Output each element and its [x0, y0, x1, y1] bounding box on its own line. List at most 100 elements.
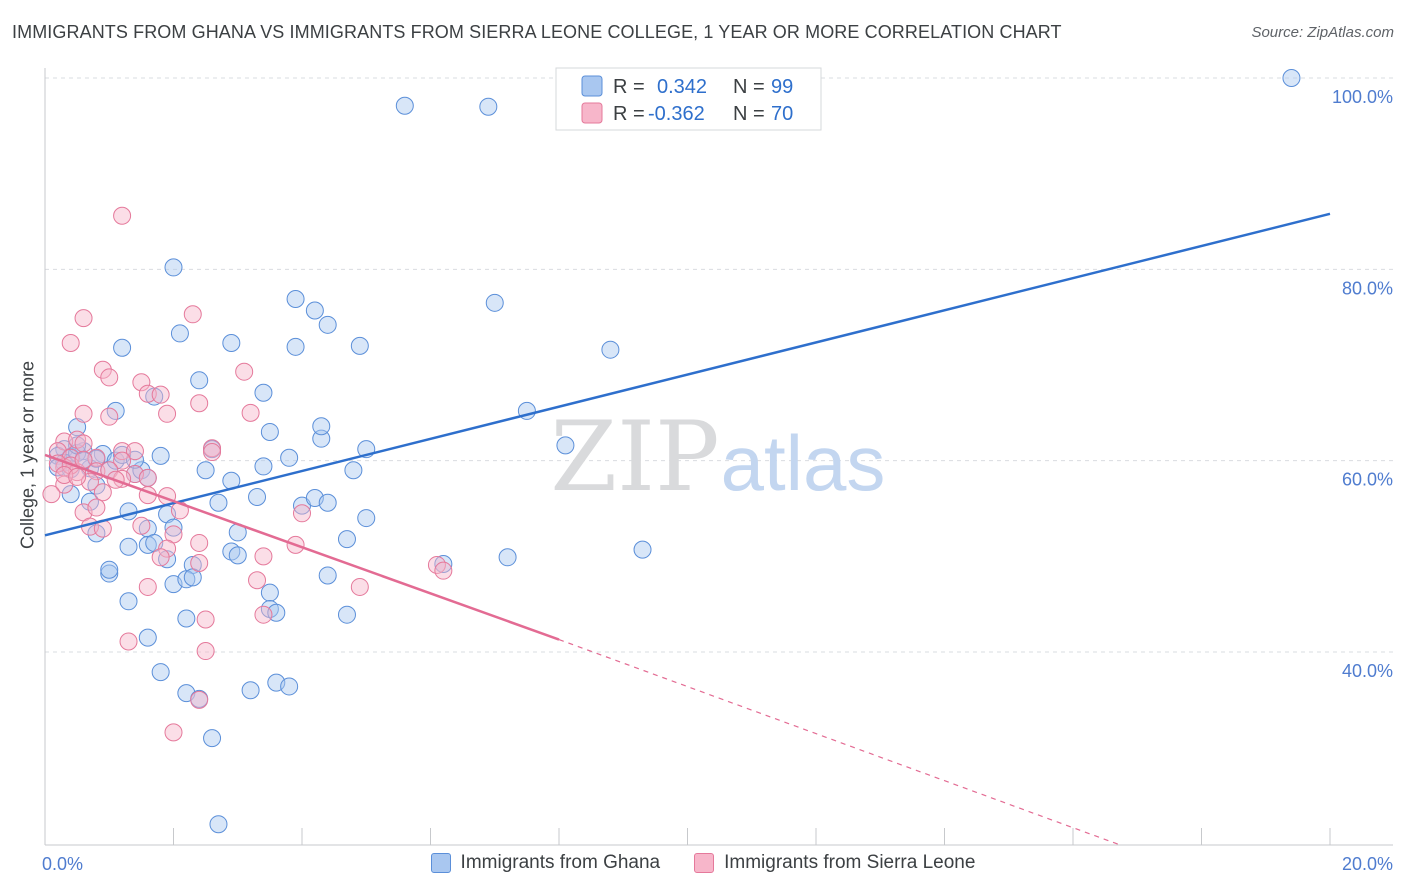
legend-r-label-ghana: R =	[613, 76, 645, 98]
ghana-point	[556, 436, 575, 455]
ghana-point	[1282, 69, 1301, 87]
y-tick-label: 40.0%	[1342, 661, 1393, 681]
ghana-point	[209, 815, 228, 834]
legend-r-value-ghana: 0.342	[657, 76, 707, 98]
ghana-point	[260, 422, 279, 441]
ghana-point	[312, 429, 331, 448]
source-credit: Source: ZipAtlas.com	[1251, 24, 1394, 41]
ghana-point	[61, 485, 80, 504]
sierra-leone-point	[74, 309, 93, 328]
sierra-leone-point	[183, 305, 202, 324]
ghana-point	[479, 97, 498, 116]
ghana-point	[254, 457, 273, 476]
ghana-point	[254, 383, 273, 402]
ghana-point	[209, 493, 228, 512]
ghana-point	[312, 417, 331, 436]
sierra-leone-point	[132, 516, 151, 535]
ghana-point	[222, 333, 241, 352]
sierra-leone-point	[74, 404, 93, 423]
ghana-point	[151, 663, 170, 682]
legend-n-value-ghana: 99	[771, 76, 793, 98]
chart-title: IMMIGRANTS FROM GHANA VS IMMIGRANTS FROM…	[12, 22, 1062, 42]
sierra-leone-point	[68, 467, 87, 486]
sierra-leone-point	[254, 547, 273, 566]
ghana-point	[286, 289, 305, 308]
y-tick-label: 80.0%	[1342, 278, 1393, 298]
watermark: ZIP atlas	[550, 401, 885, 513]
ghana-point	[119, 592, 138, 611]
sierra-leone-point	[190, 533, 209, 552]
legend-n-value-sierra-leone: 70	[771, 103, 793, 125]
sierra-leone-point	[196, 610, 215, 629]
ghana-point	[119, 502, 138, 521]
sierra-leone-point	[93, 360, 112, 379]
sierra-leone-point	[158, 404, 177, 423]
tick-labels: 40.0% 60.0% 80.0% 100.0% 0.0% 20.0%	[42, 87, 1393, 874]
ghana-point	[305, 301, 324, 320]
ghana-point	[395, 96, 414, 115]
series-sierra-leone-points	[42, 206, 453, 742]
legend-item-sierra-leone: Immigrants from Sierra Leone	[694, 852, 975, 874]
ghana-point	[170, 324, 189, 343]
legend-swatch-ghana	[581, 75, 603, 97]
sierra-leone-point	[138, 384, 157, 403]
sierra-leone-point	[248, 571, 267, 590]
sierra-leone-point	[190, 554, 209, 573]
ghana-point	[434, 554, 453, 573]
ghana-point	[337, 605, 356, 624]
ghana-point	[601, 340, 620, 359]
ghana-point	[113, 338, 132, 357]
ghana-point	[286, 337, 305, 356]
ghana-point	[164, 518, 183, 537]
ghana-point	[633, 540, 652, 559]
sierra-leone-point	[190, 394, 209, 413]
ghana-point	[100, 564, 119, 583]
ghana-point	[177, 609, 196, 628]
ghana-point	[228, 546, 247, 565]
watermark-atlas: atlas	[721, 419, 886, 507]
ghana-point	[241, 681, 260, 700]
legend-swatch-sierra-leone	[581, 102, 603, 124]
ghana-point	[350, 336, 369, 355]
legend-item-ghana: Immigrants from Ghana	[430, 852, 661, 874]
trend-lines	[44, 212, 1331, 846]
stats-legend: R = 0.342 N = 99 R = -0.362 N = 70	[555, 67, 822, 131]
sierra-leone-point	[235, 362, 254, 381]
ghana-point	[151, 446, 170, 465]
legend-n-label-sierra-leone: N =	[733, 103, 765, 125]
sierra-leone-point	[293, 504, 311, 523]
sierra-leone-point	[113, 451, 132, 470]
ghana-point	[190, 371, 209, 390]
ghana-point	[119, 537, 138, 556]
ghana-point	[100, 560, 119, 579]
ghana-point	[498, 548, 517, 567]
series-ghana-points	[48, 69, 1301, 834]
sierra-leone-trend-extension	[558, 638, 1121, 846]
sierra-leone-point	[138, 577, 157, 596]
series-legend: Immigrants from Ghana Immigrants from Si…	[0, 852, 1406, 874]
sierra-leone-point	[434, 561, 453, 580]
ghana-point	[344, 461, 363, 480]
ghana-point	[164, 258, 183, 277]
sierra-leone-point	[254, 605, 273, 624]
ghana-point	[138, 535, 157, 554]
sierra-leone-point	[100, 368, 119, 387]
y-tick-label: 100.0%	[1332, 87, 1393, 107]
legend-swatch-ghana-bottom	[430, 853, 451, 873]
ghana-point	[203, 729, 222, 748]
sierra-leone-point	[132, 373, 151, 392]
legend-n-label-ghana: N =	[733, 76, 765, 98]
ghana-point	[337, 530, 356, 549]
axes	[44, 68, 1393, 846]
x-tick-label: 0.0%	[42, 854, 83, 874]
ghana-point	[158, 550, 177, 569]
ghana-point	[280, 677, 299, 696]
sierra-leone-point	[190, 690, 209, 709]
ghana-point	[318, 315, 337, 334]
legend-label-ghana: Immigrants from Ghana	[460, 852, 661, 873]
x-tick-label: 20.0%	[1342, 854, 1393, 874]
sierra-leone-point	[241, 403, 260, 422]
sierra-leone-point	[350, 577, 369, 596]
sierra-leone-point	[196, 642, 215, 661]
legend-r-label-sierra-leone: R =	[613, 103, 645, 125]
